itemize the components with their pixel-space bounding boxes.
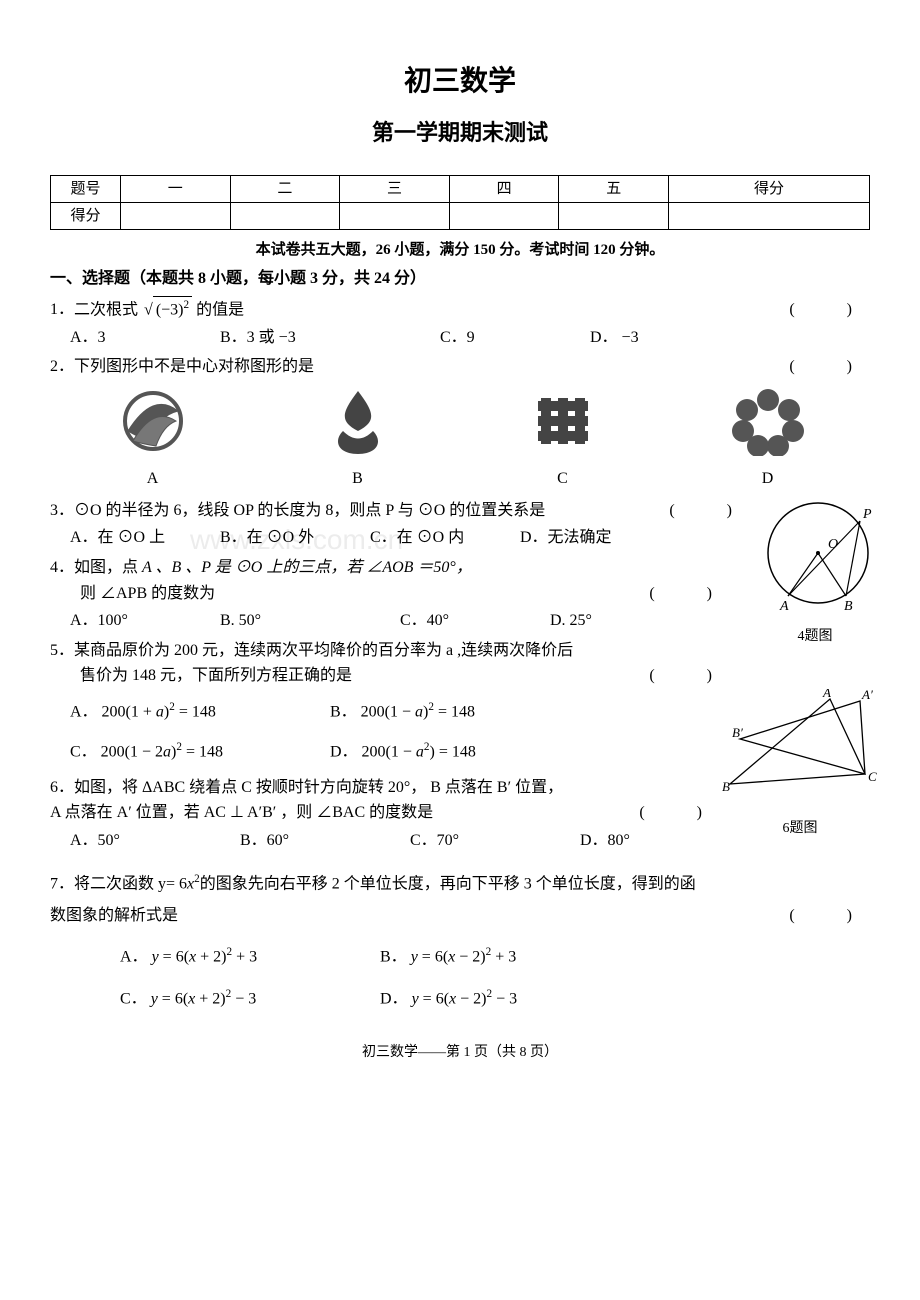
q7-post: 的图象先向右平移 2 个单位长度，再向下平移 3 个单位长度，得到的函 xyxy=(200,875,696,892)
question-7: 7．将二次函数 y= 6x2的图象先向右平移 2 个单位长度，再向下平移 3 个… xyxy=(50,868,870,1012)
q3-optA: A．在 ⊙O 上 xyxy=(70,525,220,551)
page-subtitle: 第一学期期末测试 xyxy=(50,115,870,150)
q5-optA: A． 200(1 + a)2 = 148 xyxy=(70,699,330,725)
question-4: 4．如图，点 A 、B 、P 是 ⊙O 上的三点，若 ∠AOB ＝50°， 则 … xyxy=(50,555,870,634)
q6-optB: B．60° xyxy=(240,828,410,854)
cell: 二 xyxy=(230,175,340,202)
q6-optD: D．80° xyxy=(580,828,730,854)
cell xyxy=(449,202,559,229)
table-row: 题号 一 二 三 四 五 得分 xyxy=(51,175,870,202)
q7-optC: C． y = 6(x + 2)2 − 3 xyxy=(120,986,380,1012)
answer-blank: ( ) xyxy=(639,800,720,826)
q2-fig-C xyxy=(518,386,608,465)
q6-line1: 6．如图，将 ΔABC 绕着点 C 按顺时针方向旋转 20°， B 点落在 B′… xyxy=(50,775,720,801)
cell: 三 xyxy=(340,175,450,202)
cell: 得分 xyxy=(51,202,121,229)
q4-line2: 则 ∠APB 的度数为 xyxy=(50,581,649,607)
q6-line2: A 点落在 A′ 位置，若 AC ⊥ A′B′ ，则 ∠BAC 的度数是 xyxy=(50,800,639,826)
q2-fig-B xyxy=(313,386,403,465)
q2-fig-A xyxy=(108,386,198,465)
q6-optA: A．50° xyxy=(70,828,240,854)
q4-optD: D. 25° xyxy=(550,608,700,634)
exponent: 2 xyxy=(184,299,190,311)
page-title: 初三数学 xyxy=(50,60,870,105)
exam-info: 本试卷共五大题，26 小题，满分 150 分。考试时间 120 分钟。 xyxy=(50,238,870,262)
q4-optC: C．40° xyxy=(400,608,550,634)
q7-optA: A． y = 6(x + 2)2 + 3 xyxy=(120,944,380,970)
cell: 题号 xyxy=(51,175,121,202)
q4-line1-mid: A 、B 、P 是 ⊙O 上的三点，若 ∠AOB ＝50°， xyxy=(142,559,472,576)
svg-text:P: P xyxy=(862,507,872,522)
q1-optB: B．3 或 −3 xyxy=(220,325,440,351)
cell: 一 xyxy=(121,175,231,202)
q2-labelA: A xyxy=(78,466,228,492)
cell xyxy=(121,202,231,229)
cell xyxy=(230,202,340,229)
q7-optB: B． y = 6(x − 2)2 + 3 xyxy=(380,944,640,970)
answer-blank: ( ) xyxy=(649,581,730,607)
q1-stem-post: 的值是 xyxy=(196,301,244,318)
answer-blank: ( ) xyxy=(649,663,730,689)
q4-optB: B. 50° xyxy=(220,608,400,634)
answer-blank: ( ) xyxy=(789,900,870,932)
q5-optC: C． 200(1 − 2a)2 = 148 xyxy=(70,739,330,765)
score-table: 题号 一 二 三 四 五 得分 得分 xyxy=(50,175,870,230)
q5-optB: B． 200(1 − a)2 = 148 xyxy=(330,699,590,725)
svg-text:A′: A′ xyxy=(861,689,873,702)
q6-optC: C．70° xyxy=(410,828,580,854)
q3-optC: C．在 ⊙O 内 xyxy=(370,525,520,551)
cell xyxy=(559,202,669,229)
radicand: (−3) xyxy=(156,301,184,318)
q7-optD: D． y = 6(x − 2)2 − 3 xyxy=(380,986,640,1012)
q3-optD: D．无法确定 xyxy=(520,525,670,551)
cell: 四 xyxy=(449,175,559,202)
q7-pre: 7．将二次函数 y= 6 xyxy=(50,875,187,892)
section-title: 一、选择题（本题共 8 小题，每小题 3 分，共 24 分） xyxy=(50,266,870,292)
q5-optD: D． 200(1 − a2) = 148 xyxy=(330,739,590,765)
q3-optB: B．在 ⊙O 外 xyxy=(220,525,370,551)
q1-optA: A．3 xyxy=(70,325,220,351)
q3-stem: 3．⊙O 的半径为 6，线段 OP 的长度为 8，则点 P 与 ⊙O 的位置关系… xyxy=(50,498,669,524)
q2-labelB: B xyxy=(283,466,433,492)
question-6: 6．如图，将 ΔABC 绕着点 C 按顺时针方向旋转 20°， B 点落在 B′… xyxy=(50,775,870,854)
q4-line1-pre: 4．如图，点 xyxy=(50,559,142,576)
svg-text:B′: B′ xyxy=(732,725,743,740)
q2-fig-D xyxy=(723,386,813,465)
cell: 五 xyxy=(559,175,669,202)
answer-blank: ( ) xyxy=(789,297,870,323)
q1-optD: D． −3 xyxy=(590,325,740,351)
q4-optA: A．100° xyxy=(70,608,220,634)
table-row: 得分 xyxy=(51,202,870,229)
q5-line2: 售价为 148 元，下面所列方程正确的是 xyxy=(50,663,649,689)
q1-stem-pre: 二次根式 xyxy=(74,301,138,318)
svg-text:A: A xyxy=(822,689,831,700)
cell xyxy=(340,202,450,229)
q2-labelC: C xyxy=(488,466,638,492)
sqrt-expr: √(−3)2 xyxy=(142,296,192,323)
page-footer: 初三数学——第 1 页（共 8 页） xyxy=(50,1042,870,1064)
answer-blank: ( ) xyxy=(789,354,870,380)
answer-blank: ( ) xyxy=(669,498,750,524)
question-2: 2．下列图形中不是中心对称图形的是 ( ) xyxy=(50,354,870,492)
question-3: 3．⊙O 的半径为 6，线段 OP 的长度为 8，则点 P 与 ⊙O 的位置关系… xyxy=(50,498,870,551)
q2-stem: 2．下列图形中不是中心对称图形的是 xyxy=(50,354,789,380)
question-5: 5．某商品原价为 200 元，连续两次平均降价的百分率为 a ,连续两次降价后 … xyxy=(50,638,870,689)
cell xyxy=(669,202,870,229)
q7-line2: 数图象的解析式是 xyxy=(50,900,789,932)
cell: 得分 xyxy=(669,175,870,202)
q1-optC: C．9 xyxy=(440,325,590,351)
q5-line1: 5．某商品原价为 200 元，连续两次平均降价的百分率为 a ,连续两次降价后 xyxy=(50,638,730,664)
question-1: 1． 二次根式 √(−3)2 的值是 ( ) A．3 B．3 或 −3 C．9 … xyxy=(50,296,870,351)
q1-num: 1． xyxy=(50,297,74,323)
